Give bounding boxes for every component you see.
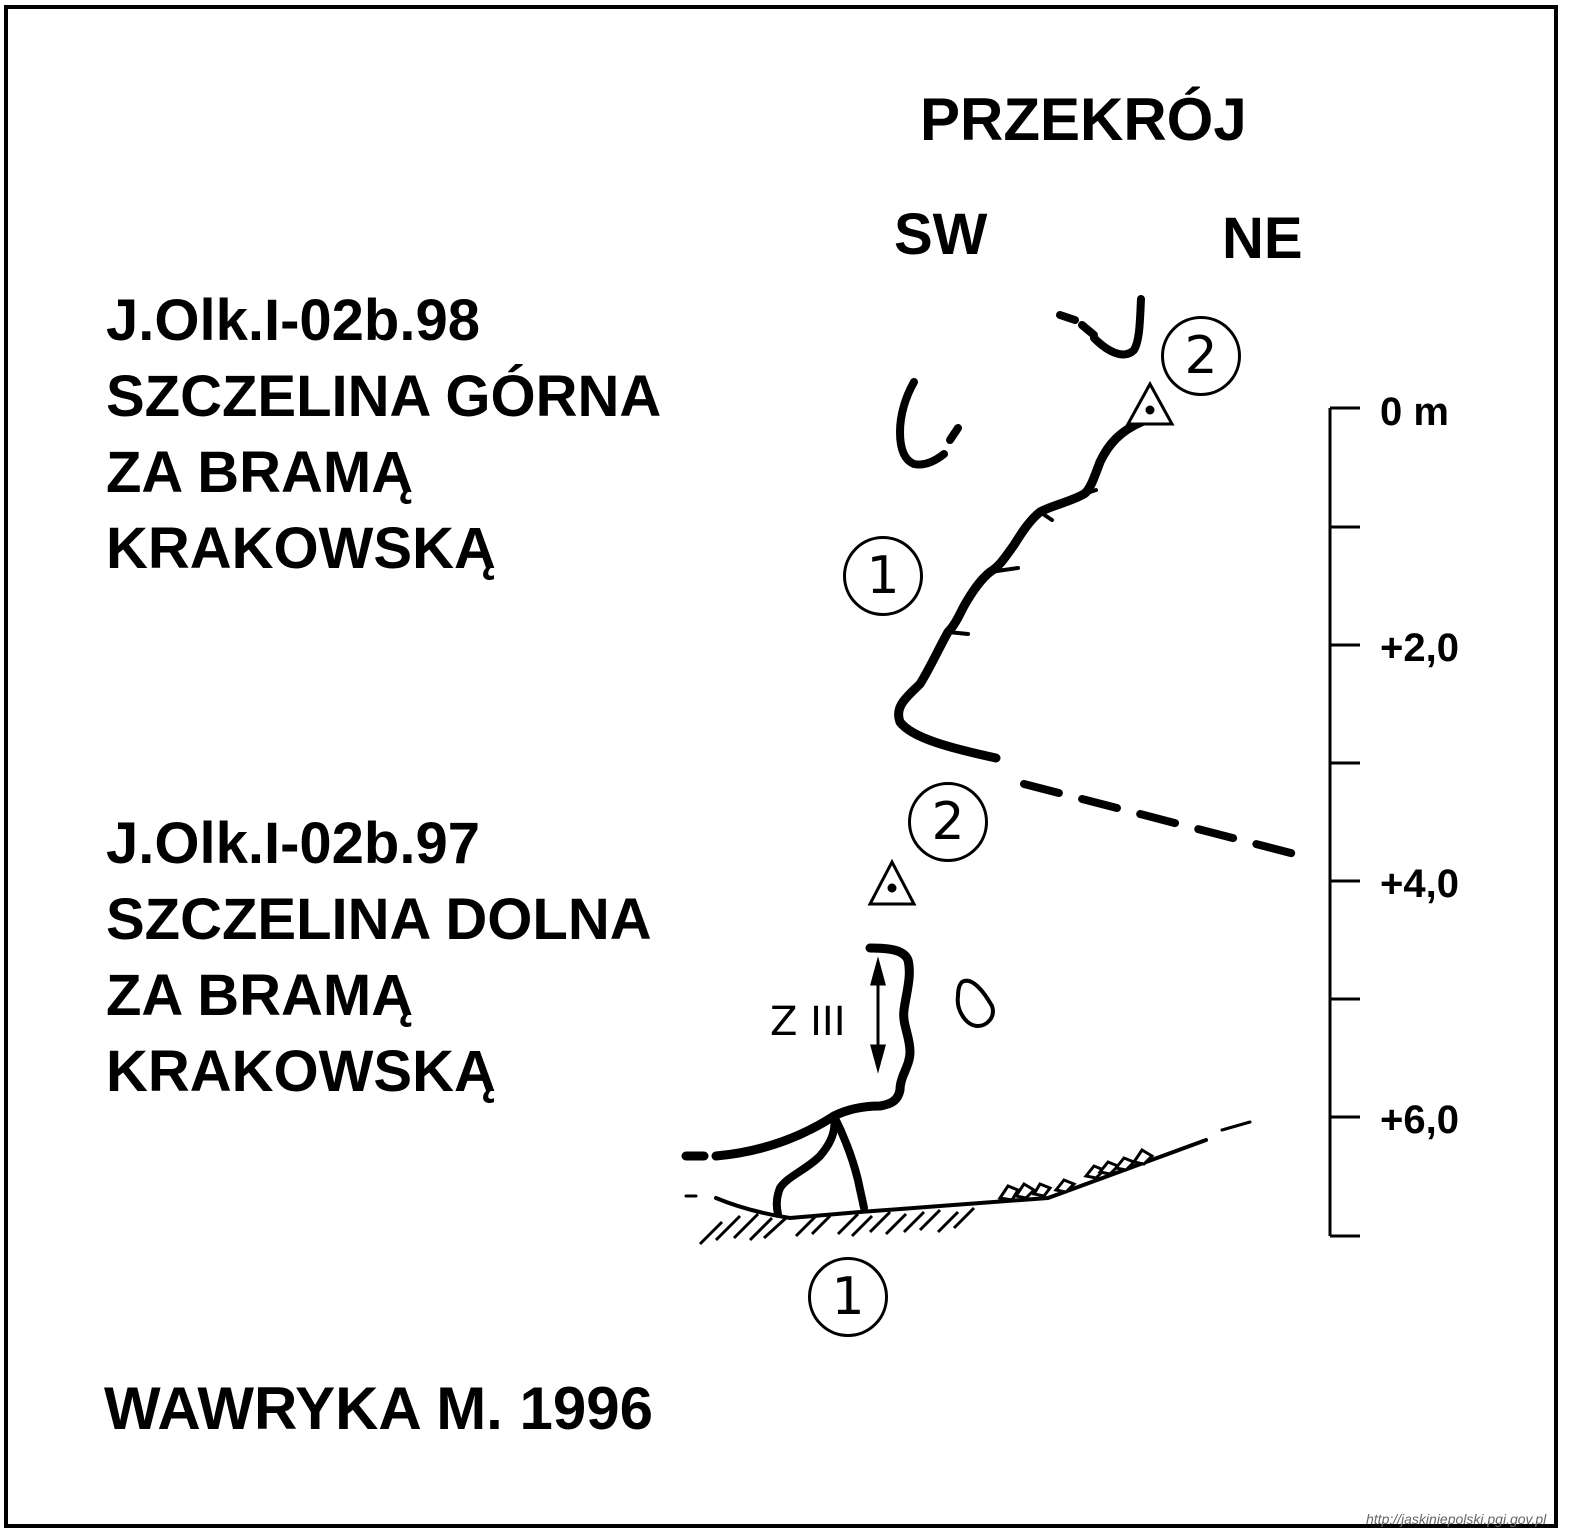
upper-rock-outline bbox=[946, 424, 962, 444]
hatched-bedrock-icon bbox=[698, 1206, 976, 1246]
lower-fissure-floor bbox=[711, 1111, 839, 1161]
entrance-overhang-dashed bbox=[1056, 311, 1098, 339]
vertical-scale bbox=[1328, 406, 1360, 1238]
survey-point-icon bbox=[1125, 380, 1175, 426]
upper-rock-outline bbox=[896, 378, 948, 469]
survey-point-icon bbox=[867, 858, 917, 906]
direction-sw: SW bbox=[894, 202, 988, 267]
entrance-marker-1: 1 bbox=[843, 536, 923, 616]
upper-fissure-notch bbox=[946, 488, 1098, 636]
cave-code: J.Olk.I-02b.97 bbox=[106, 811, 480, 876]
cave-name-line: KRAKOWSKĄ bbox=[106, 516, 496, 581]
cave-name-line: SZCZELINA DOLNA bbox=[106, 887, 652, 952]
lower-fissure-branch bbox=[772, 1112, 839, 1218]
entrance-overhang bbox=[1090, 295, 1145, 359]
cave-upper-label: J.Olk.I-02b.98 SZCZELINA GÓRNA ZA BRAMĄ … bbox=[106, 283, 661, 587]
source-watermark: http://jaskiniepolski.pgi.gov.pl bbox=[1366, 1511, 1547, 1527]
entrance-marker-2: 2 bbox=[1161, 316, 1241, 396]
drawing-frame bbox=[4, 5, 1558, 1528]
scale-label: 0 m bbox=[1380, 390, 1449, 434]
ground-surface-line bbox=[714, 1138, 1208, 1220]
entrance-marker-1: 1 bbox=[808, 1257, 888, 1337]
lower-fissure-branch bbox=[830, 1112, 868, 1212]
cave-name-line: SZCZELINA GÓRNA bbox=[106, 364, 662, 429]
drawing-title: PRZEKRÓJ bbox=[920, 86, 1247, 153]
upper-fissure-wall bbox=[894, 415, 1151, 763]
entrance-marker-2: 2 bbox=[908, 782, 988, 862]
lower-fissure-wall bbox=[829, 943, 915, 1121]
cave-name-line: ZA BRAMĄ bbox=[106, 440, 414, 505]
cave-code: J.Olk.I-02b.98 bbox=[106, 288, 480, 353]
cave-name-line: KRAKOWSKĄ bbox=[106, 1039, 496, 1104]
height-arrow-icon bbox=[870, 956, 886, 1074]
direction-ne: NE bbox=[1222, 206, 1303, 271]
cave-lower-label: J.Olk.I-02b.97 SZCZELINA DOLNA ZA BRAMĄ … bbox=[106, 806, 652, 1110]
scale-label: +4,0 bbox=[1380, 862, 1459, 906]
rubble-blocks bbox=[997, 1147, 1155, 1202]
ground-surface-dashed bbox=[1220, 1120, 1252, 1132]
connection-dashed-line bbox=[1020, 780, 1314, 862]
rock-block-icon bbox=[955, 978, 995, 1029]
zone-label: Z III bbox=[770, 999, 846, 1045]
cave-name-line: ZA BRAMĄ bbox=[106, 963, 414, 1028]
scale-label: +6,0 bbox=[1380, 1098, 1459, 1142]
scale-label: +2,0 bbox=[1380, 626, 1459, 670]
author-credit: WAWRYKA M. 1996 bbox=[104, 1375, 653, 1442]
